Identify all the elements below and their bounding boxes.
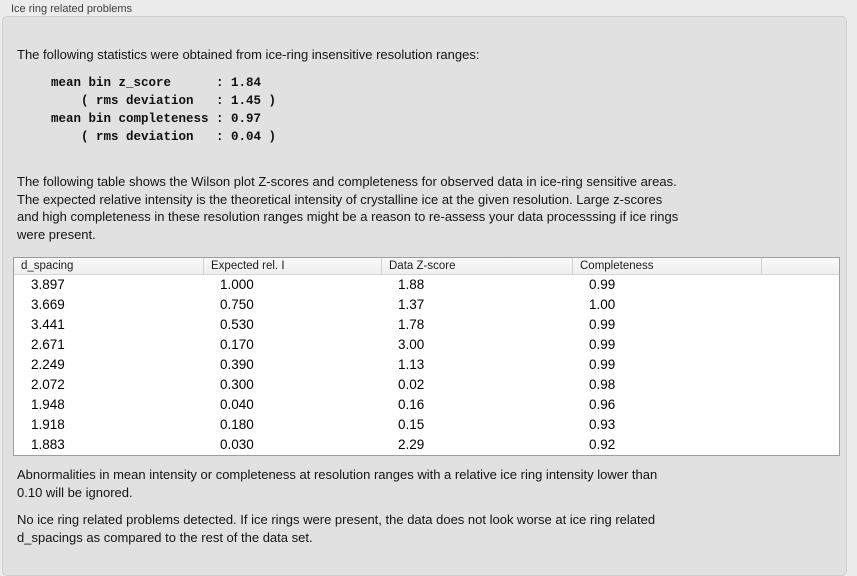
table-cell-filler <box>761 375 839 395</box>
table-cell: 0.390 <box>220 357 254 372</box>
table-cell: 0.99 <box>589 317 616 332</box>
table-cell: 1.948 <box>31 397 65 412</box>
table-cell: 0.530 <box>220 317 254 332</box>
table-cell: 1.000 <box>220 277 254 292</box>
table-cell-filler <box>761 315 839 335</box>
table-cell: 3.441 <box>31 317 65 332</box>
table-row[interactable]: 3.669 0.750 1.37 1.00 <box>14 295 839 315</box>
table-cell: 0.96 <box>589 397 616 412</box>
table-cell: 2.072 <box>31 377 65 392</box>
column-header-spacer <box>761 258 839 274</box>
table-cell: 0.99 <box>589 277 616 292</box>
table-description-text: The following table shows the Wilson plo… <box>17 174 679 242</box>
conclusion-text: No ice ring related problems detected. I… <box>17 512 656 545</box>
ice-ring-table: d_spacing Expected rel. I Data Z-score C… <box>13 257 840 456</box>
table-cell-filler <box>761 295 839 315</box>
abnormalities-footnote-text: Abnormalities in mean intensity or compl… <box>17 467 658 500</box>
table-cell: 1.883 <box>31 437 65 452</box>
table-row[interactable]: 1.918 0.180 0.15 0.93 <box>14 415 839 435</box>
column-header-expected-rel-i[interactable]: Expected rel. I <box>203 258 381 274</box>
table-cell-filler <box>761 275 839 295</box>
table-cell-filler <box>761 335 839 355</box>
table-cell: 1.00 <box>589 297 616 312</box>
table-cell: 2.671 <box>31 337 65 352</box>
table-cell: 0.15 <box>398 417 425 432</box>
ice-ring-statistics-block: mean bin z_score : 1.84 ( rms deviation … <box>51 76 277 144</box>
table-row[interactable]: 2.671 0.170 3.00 0.99 <box>14 335 839 355</box>
column-header-d-spacing[interactable]: d_spacing <box>21 260 74 272</box>
table-cell: 3.897 <box>31 277 65 292</box>
table-cell-filler <box>761 435 839 455</box>
table-cell: 0.300 <box>220 377 254 392</box>
table-row[interactable]: 3.441 0.530 1.78 0.99 <box>14 315 839 335</box>
table-row[interactable]: 2.072 0.300 0.02 0.98 <box>14 375 839 395</box>
table-row[interactable]: 3.897 1.000 1.88 0.99 <box>14 275 839 295</box>
table-cell: 1.37 <box>398 297 425 312</box>
table-cell: 0.170 <box>220 337 254 352</box>
table-cell: 1.88 <box>398 277 425 292</box>
table-cell: 3.669 <box>31 297 65 312</box>
table-cell: 0.99 <box>589 337 616 352</box>
stats-intro-text: The following statistics were obtained f… <box>17 47 480 62</box>
table-row[interactable]: 1.883 0.030 2.29 0.92 <box>14 435 839 455</box>
table-cell: 1.78 <box>398 317 425 332</box>
table-cell: 2.249 <box>31 357 65 372</box>
table-cell: 0.93 <box>589 417 616 432</box>
table-cell: 1.918 <box>31 417 65 432</box>
table-cell: 0.040 <box>220 397 254 412</box>
table-cell: 0.02 <box>398 377 425 392</box>
table-cell: 0.98 <box>589 377 616 392</box>
ice-ring-problems-panel: The following statistics were obtained f… <box>2 16 847 576</box>
table-cell-filler <box>761 395 839 415</box>
table-cell: 1.13 <box>398 357 425 372</box>
table-cell: 3.00 <box>398 337 425 352</box>
table-cell: 0.750 <box>220 297 254 312</box>
table-body: 3.897 1.000 1.88 0.99 3.669 0.750 1.37 1.00 3.44… <box>14 275 839 455</box>
column-header-data-z-score[interactable]: Data Z-score <box>381 258 572 274</box>
table-row[interactable]: 2.249 0.390 1.13 0.99 <box>14 355 839 375</box>
table-cell: 2.29 <box>398 437 425 452</box>
column-header-completeness[interactable]: Completeness <box>572 258 761 274</box>
table-cell: 0.16 <box>398 397 425 412</box>
table-cell: 0.99 <box>589 357 616 372</box>
table-cell-filler <box>761 355 839 375</box>
table-row[interactable]: 1.948 0.040 0.16 0.96 <box>14 395 839 415</box>
table-header-row: d_spacing Expected rel. I Data Z-score C… <box>14 258 839 275</box>
table-cell-filler <box>761 415 839 435</box>
groupbox-title: Ice ring related problems <box>11 3 133 15</box>
table-cell: 0.180 <box>220 417 254 432</box>
table-cell: 0.92 <box>589 437 616 452</box>
table-cell: 0.030 <box>220 437 254 452</box>
